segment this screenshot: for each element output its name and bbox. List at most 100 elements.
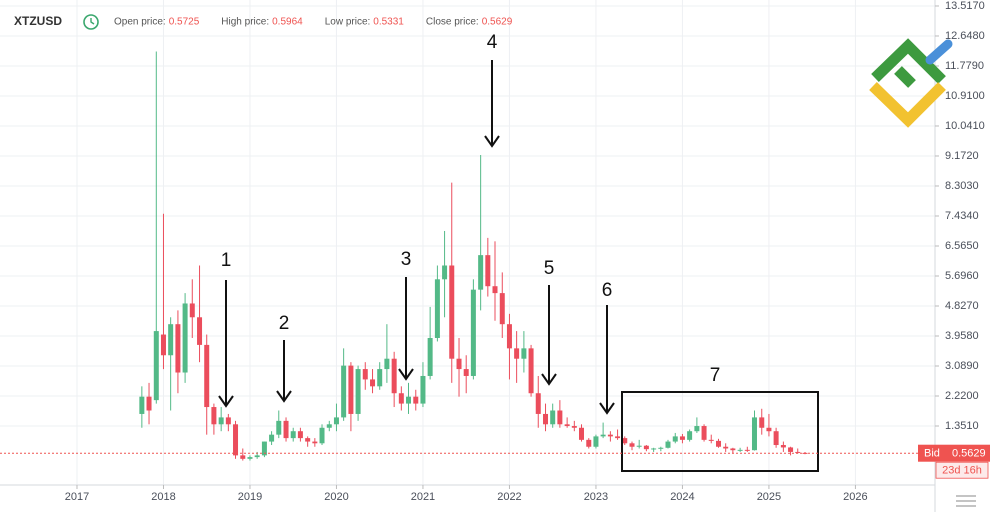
y-tick-label: 2.2200 bbox=[945, 390, 979, 402]
candle-body bbox=[672, 436, 678, 442]
x-tick-label: 2025 bbox=[757, 491, 781, 503]
candle-body bbox=[168, 324, 174, 356]
x-tick-label: 2020 bbox=[324, 491, 348, 503]
x-tick-label: 2019 bbox=[238, 491, 262, 503]
annotation-arrowhead bbox=[398, 368, 414, 381]
candle-body bbox=[348, 365, 354, 414]
y-tick-label: 1.3510 bbox=[945, 420, 979, 432]
candle-body bbox=[571, 426, 577, 428]
candle-body bbox=[204, 344, 210, 408]
candle-body bbox=[773, 431, 779, 446]
candle-body bbox=[708, 439, 714, 441]
candle-body bbox=[751, 417, 757, 451]
clock-icon[interactable] bbox=[83, 14, 99, 30]
annotation-arrowhead bbox=[484, 135, 500, 148]
candle-body bbox=[687, 431, 693, 440]
candle-body bbox=[543, 413, 549, 425]
candle-body bbox=[485, 255, 491, 287]
y-axis: 1.3510 2.2200 3.0890 3.9580 4.8270 5.6960 6.56… bbox=[935, 0, 985, 432]
candle-body bbox=[766, 427, 772, 432]
candle-body bbox=[182, 303, 188, 373]
candle-body bbox=[139, 396, 145, 414]
candle-body bbox=[607, 434, 613, 437]
x-axis: 2017 2018 2019 2020 2021 2022 2023 2024 2025 2026 bbox=[65, 485, 868, 503]
annotation-label: 7 bbox=[710, 365, 721, 386]
candle-body bbox=[478, 255, 484, 290]
candle-body bbox=[218, 417, 224, 425]
candle-body bbox=[384, 358, 390, 370]
candle-body bbox=[326, 424, 332, 428]
annotation-label: 6 bbox=[602, 280, 613, 301]
candle-body bbox=[593, 436, 599, 447]
bid-box bbox=[918, 444, 990, 462]
candle-body bbox=[651, 448, 657, 450]
candle-body bbox=[701, 426, 707, 440]
stat-value: 0.5964 bbox=[272, 17, 303, 28]
candle-body bbox=[456, 358, 462, 370]
settings-icon[interactable] bbox=[956, 495, 976, 507]
stats: Open price: 0.5725 High price: 0.5964 Low pr… bbox=[114, 17, 513, 28]
y-tick-label: 3.0890 bbox=[945, 360, 979, 372]
candle-body bbox=[434, 279, 440, 338]
candle-body bbox=[759, 417, 765, 428]
annotation-arrowhead bbox=[599, 402, 615, 415]
candle-body bbox=[716, 440, 722, 447]
candle-body bbox=[578, 427, 584, 440]
symbol: XTZUSD bbox=[14, 14, 62, 28]
y-tick-label: 8.3030 bbox=[945, 180, 979, 192]
x-tick-label: 2017 bbox=[65, 491, 89, 503]
annotation-label: 5 bbox=[544, 258, 555, 279]
candle-body bbox=[499, 293, 505, 325]
candle-body bbox=[521, 348, 527, 359]
stat-label: Low price: bbox=[325, 17, 371, 28]
y-tick-label: 10.9100 bbox=[945, 90, 985, 102]
candle-body bbox=[269, 434, 275, 442]
candle-body bbox=[391, 358, 397, 394]
x-tick-label: 2021 bbox=[411, 491, 435, 503]
candle-body bbox=[427, 337, 433, 376]
x-tick-label: 2023 bbox=[584, 491, 608, 503]
annotation-arrowhead bbox=[218, 395, 234, 408]
candle-body bbox=[658, 447, 664, 449]
candle-body bbox=[643, 445, 649, 450]
annotation-arrowhead bbox=[541, 373, 557, 386]
candle-body bbox=[730, 448, 736, 451]
candle-body bbox=[254, 455, 260, 458]
annotation-label: 3 bbox=[401, 249, 412, 270]
candle-body bbox=[240, 455, 246, 459]
candle-body bbox=[233, 424, 239, 456]
candle-body bbox=[514, 348, 520, 359]
candle-body bbox=[449, 265, 455, 359]
stat-value: 0.5725 bbox=[169, 17, 200, 28]
bid-label: Bid bbox=[924, 448, 940, 460]
candle-body bbox=[550, 410, 556, 425]
candle-body bbox=[723, 446, 729, 449]
candle-body bbox=[463, 369, 469, 376]
y-tick-label: 13.5170 bbox=[945, 0, 985, 12]
stat-label: Close price: bbox=[426, 17, 479, 28]
candle-body bbox=[564, 424, 570, 427]
x-tick-label: 2018 bbox=[151, 491, 175, 503]
annotation-arrowhead bbox=[276, 390, 292, 403]
candle-body bbox=[211, 407, 217, 425]
candle-body bbox=[586, 439, 592, 447]
stat-label: Open price: bbox=[114, 17, 166, 28]
bid-value: 0.5629 bbox=[952, 448, 986, 460]
candle-body bbox=[175, 324, 181, 373]
candle-body bbox=[406, 396, 412, 404]
candle-body bbox=[197, 317, 203, 345]
candle-body bbox=[470, 289, 476, 376]
countdown-box bbox=[935, 461, 989, 479]
candle-body bbox=[189, 303, 195, 318]
candle-body bbox=[362, 369, 368, 380]
stat-value: 0.5331 bbox=[373, 17, 404, 28]
candle-body bbox=[319, 427, 325, 444]
y-tick-label: 10.0410 bbox=[945, 120, 985, 132]
countdown: 23d 16h bbox=[942, 465, 982, 477]
y-tick-label: 4.8270 bbox=[945, 300, 979, 312]
candle-body bbox=[622, 438, 628, 444]
y-tick-label: 11.7790 bbox=[945, 60, 984, 72]
annotations: 1 2 3 4 5 6 7 bbox=[218, 32, 819, 472]
candle-body bbox=[290, 431, 296, 439]
